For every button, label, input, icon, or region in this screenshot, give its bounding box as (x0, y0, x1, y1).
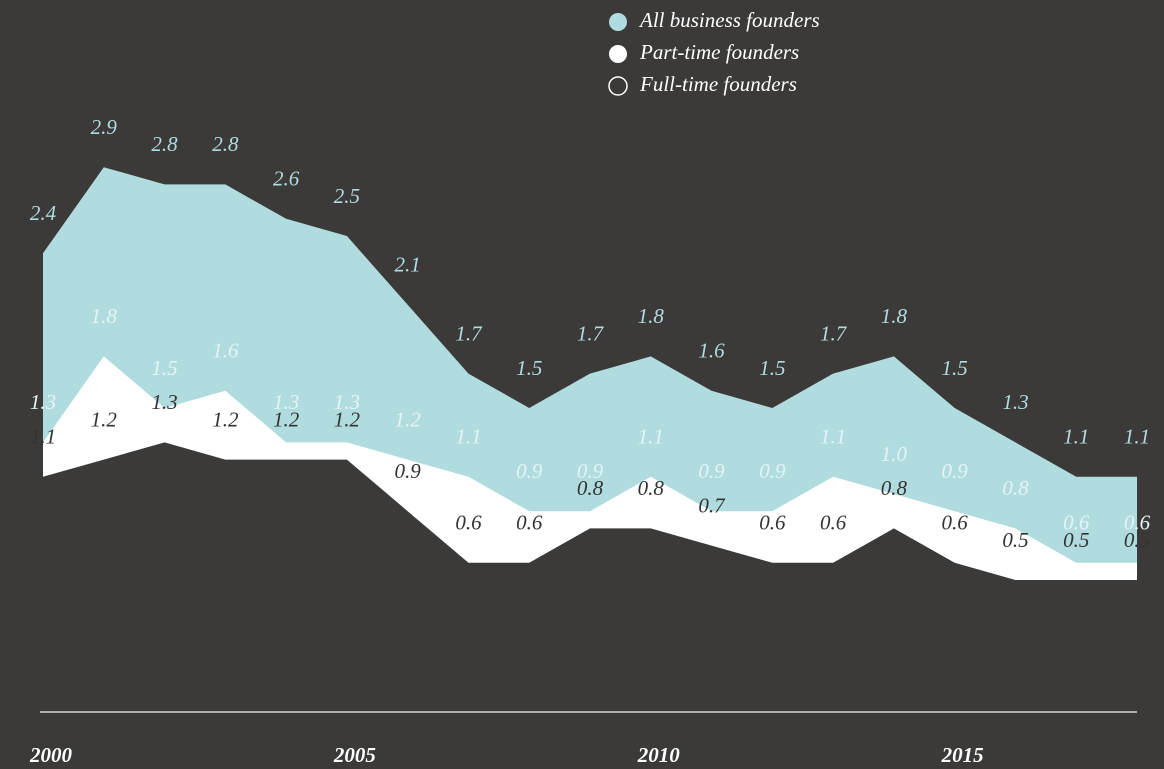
value-label: 1.8 (881, 304, 908, 328)
value-label: 1.3 (1002, 390, 1028, 414)
value-label: 1.8 (91, 304, 118, 328)
value-label: 0.6 (942, 511, 969, 535)
areas (43, 167, 1137, 666)
value-label: 0.7 (698, 493, 726, 517)
value-label: 1.5 (942, 356, 968, 380)
value-label: 0.6 (1124, 511, 1151, 535)
value-label: 1.5 (151, 356, 177, 380)
value-label: 1.1 (455, 425, 481, 449)
legend-label: Part-time founders (639, 40, 799, 64)
x-tick-label: 2015 (941, 743, 984, 767)
value-label: 1.2 (273, 407, 300, 431)
value-label: 1.6 (698, 339, 725, 363)
x-tick-label: 2000 (29, 743, 73, 767)
value-label: 1.3 (273, 390, 299, 414)
value-label: 0.8 (881, 476, 908, 500)
x-axis: 2000 2005 2010 2015 (29, 743, 984, 767)
legend-label: All business founders (638, 8, 820, 32)
value-label: 1.8 (638, 304, 665, 328)
legend-label: Full-time founders (639, 72, 797, 96)
value-label: 0.6 (1063, 511, 1090, 535)
value-label: 1.3 (30, 390, 56, 414)
value-label: 1.7 (577, 321, 605, 345)
x-tick-label: 2010 (637, 743, 681, 767)
value-label: 1.2 (334, 407, 361, 431)
legend-swatch (608, 76, 628, 96)
value-label: 0.9 (516, 459, 543, 483)
value-label: 1.2 (212, 407, 239, 431)
value-label: 2.6 (273, 167, 300, 191)
value-label: 1.1 (1063, 425, 1089, 449)
value-label: 2.5 (334, 184, 360, 208)
value-label: 0.8 (638, 476, 665, 500)
value-label: 2.1 (395, 253, 421, 277)
value-label: 0.9 (942, 459, 969, 483)
value-label: 1.6 (212, 339, 239, 363)
value-label: 1.7 (820, 321, 848, 345)
value-label: 0.8 (1002, 476, 1029, 500)
legend-swatch (609, 45, 627, 63)
value-label: 0.8 (577, 476, 604, 500)
value-label: 1.7 (455, 321, 483, 345)
legend-swatch (609, 13, 627, 31)
value-label: 1.3 (151, 390, 177, 414)
value-label: 2.8 (151, 132, 178, 156)
value-label: 1.1 (820, 425, 846, 449)
area (43, 442, 1137, 666)
value-label: 0.9 (698, 459, 725, 483)
value-label: 0.5 (1002, 528, 1028, 552)
value-label: 1.5 (759, 356, 785, 380)
value-label: 0.6 (516, 511, 543, 535)
value-label: 0.9 (395, 459, 422, 483)
value-label: 1.1 (638, 425, 664, 449)
value-label: 1.2 (395, 407, 422, 431)
value-label: 1.0 (881, 442, 908, 466)
value-label: 1.3 (334, 390, 360, 414)
value-labels: 2.4 2.9 2.8 2.8 2.6 2.5 2.1 1.7 1.5 1.7 1.8 1.6 1.5 1… (30, 115, 1151, 552)
value-label: 1.1 (30, 425, 56, 449)
value-label: 2.4 (30, 201, 57, 225)
legend: All business founders Part-time founders F… (608, 8, 820, 96)
value-label: 1.5 (516, 356, 542, 380)
value-label: 0.9 (577, 459, 604, 483)
value-label: 1.2 (91, 407, 118, 431)
value-label: 0.5 (1063, 528, 1089, 552)
value-label: 0.9 (759, 459, 786, 483)
value-label: 0.5 (1124, 528, 1150, 552)
value-label: 2.8 (212, 132, 239, 156)
value-label: 1.1 (1124, 425, 1150, 449)
value-label: 0.6 (820, 511, 847, 535)
x-tick-label: 2005 (333, 743, 376, 767)
value-label: 0.6 (455, 511, 482, 535)
value-label: 0.6 (759, 511, 786, 535)
value-label: 2.9 (91, 115, 118, 139)
